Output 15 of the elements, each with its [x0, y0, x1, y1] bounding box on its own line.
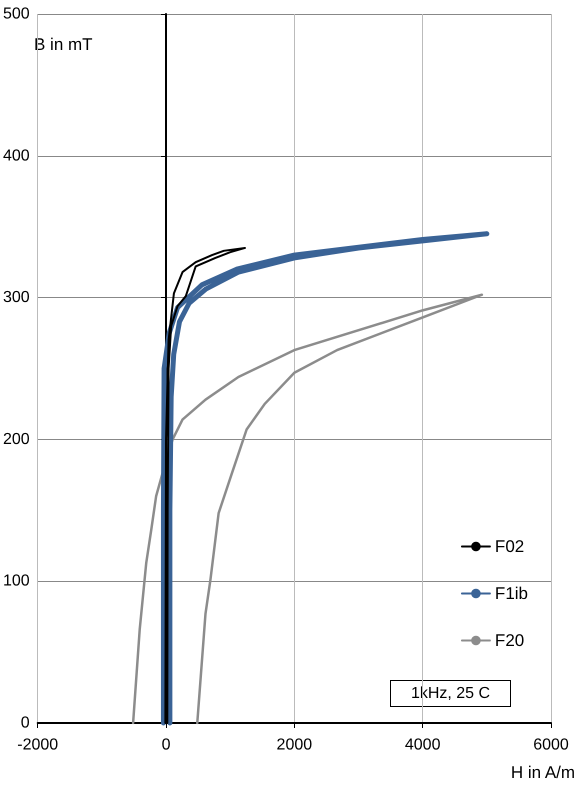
x-tick-label: 4000 [404, 736, 441, 754]
y-tick-label: 500 [2, 6, 30, 22]
y-tick-label: 300 [2, 289, 30, 306]
x-tick-label: -2000 [17, 736, 58, 754]
x-tick-label: 0 [162, 736, 171, 754]
y-tick-label: 200 [2, 430, 30, 448]
legend-label: F20 [494, 631, 524, 650]
legend-label: F02 [494, 537, 524, 556]
y-tick-label: 400 [2, 147, 30, 164]
y-tick-label: 100 [2, 572, 30, 590]
x-tick-label: 6000 [533, 736, 569, 754]
legend-label: F1ib [494, 584, 528, 603]
x-axis-title: H in A/m [510, 763, 576, 782]
x-tick-label: 2000 [276, 736, 312, 754]
y-tick-label: 0 [20, 714, 30, 732]
